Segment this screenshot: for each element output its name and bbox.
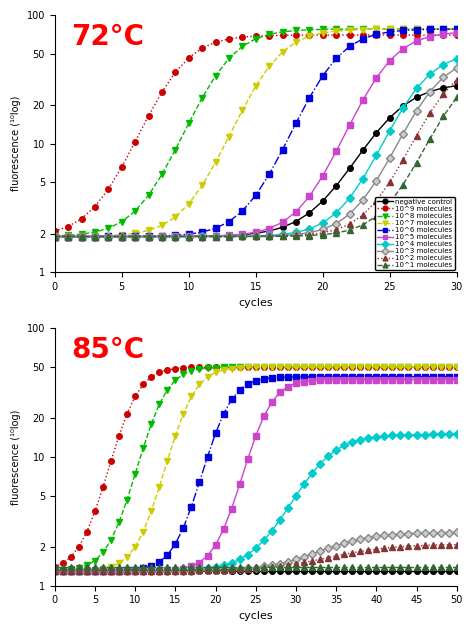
X-axis label: cycles: cycles [238,611,273,621]
X-axis label: cycles: cycles [238,298,273,308]
Y-axis label: fluorescence (¹⁰log): fluorescence (¹⁰log) [11,96,21,191]
Text: 72°C: 72°C [71,23,144,51]
Y-axis label: fluorescence (¹⁰log): fluorescence (¹⁰log) [11,410,21,505]
Legend: negative control, 10^9 molecules, 10^8 molecules, 10^7 molecules, 10^6 molecules: negative control, 10^9 molecules, 10^8 m… [375,197,455,270]
Text: 85°C: 85°C [71,336,144,364]
